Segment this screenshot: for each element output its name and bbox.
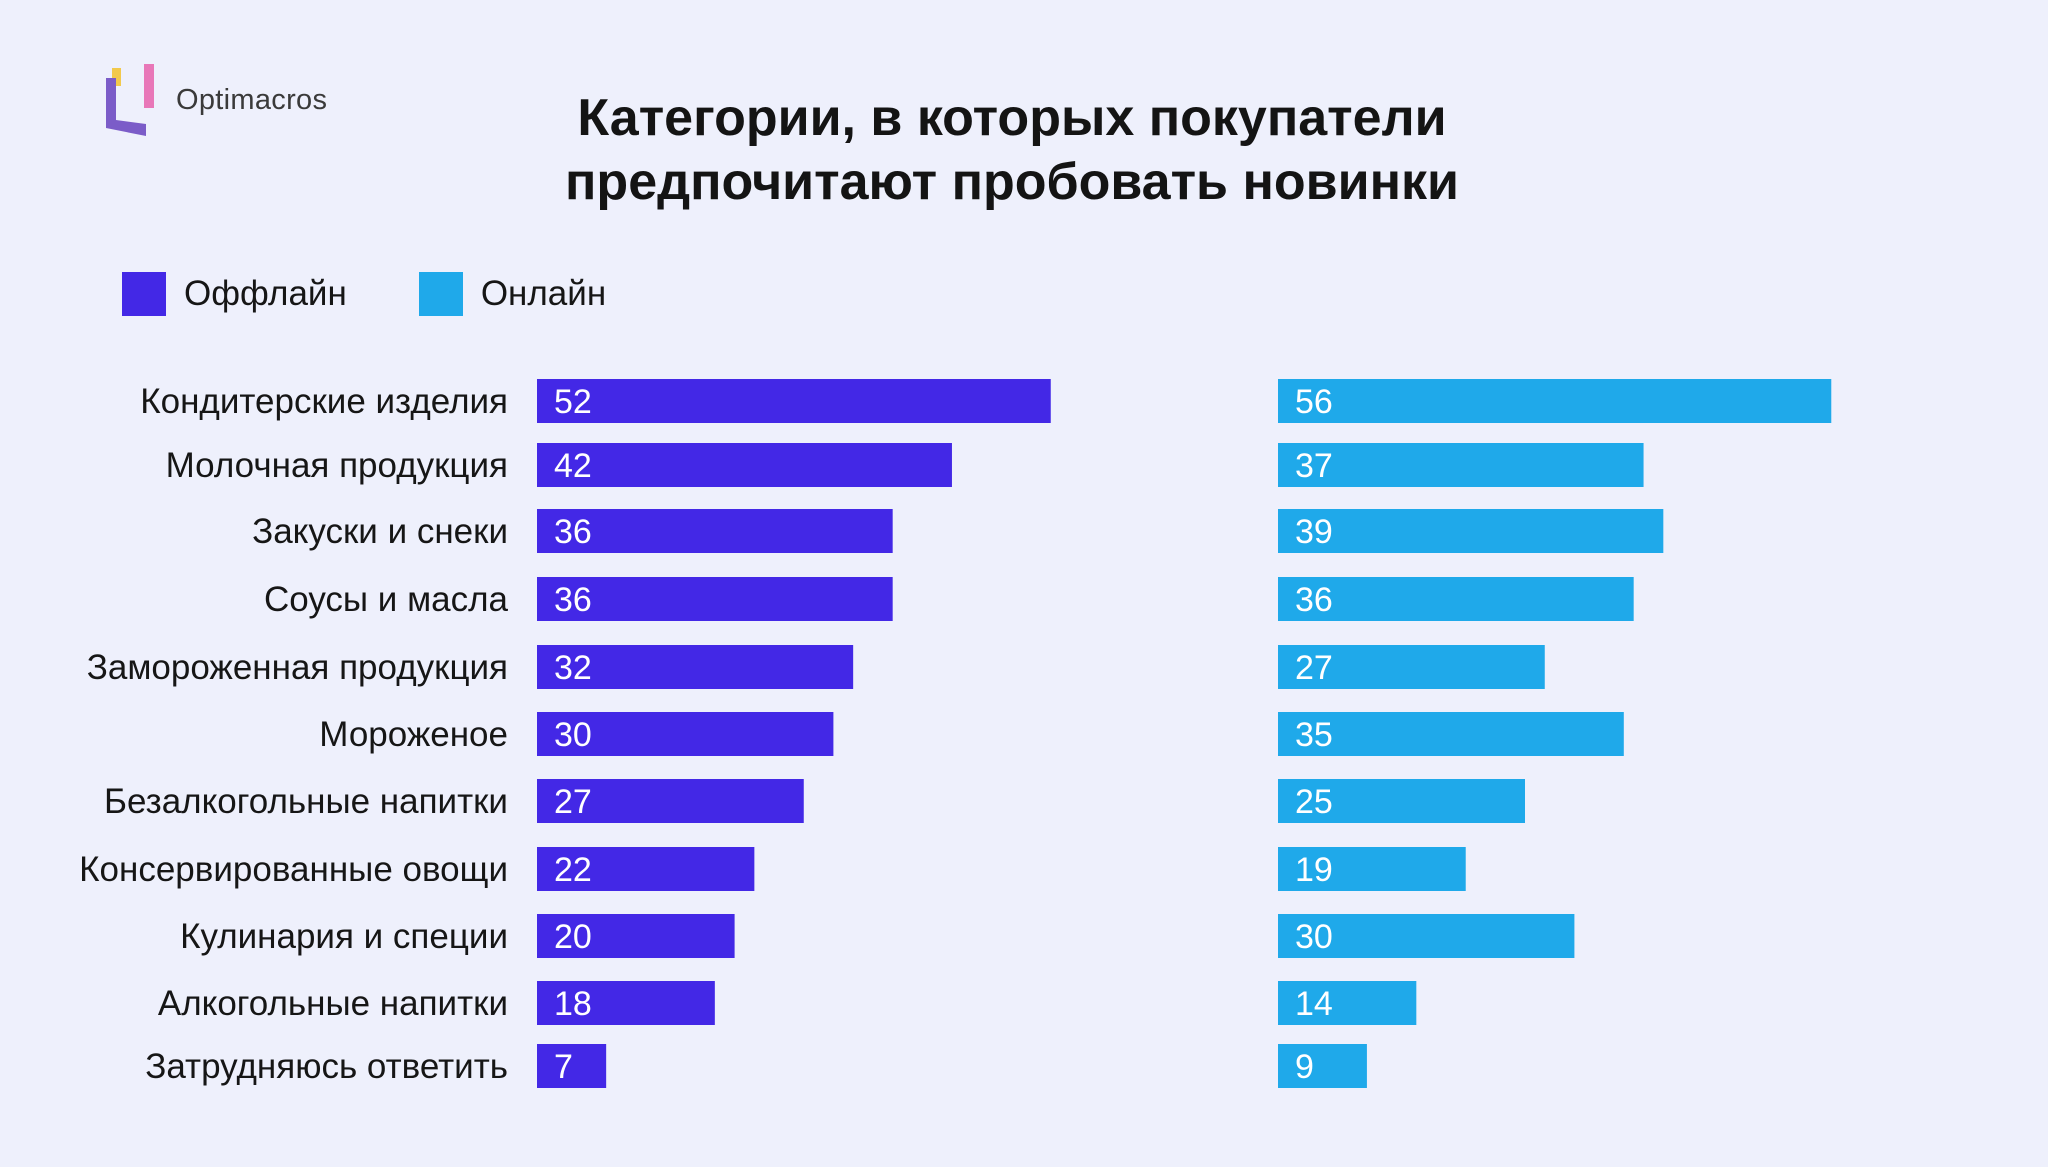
value-label-online: 39 (1295, 513, 1333, 551)
value-label-offline: 36 (554, 581, 592, 619)
bar-offline (537, 443, 952, 487)
category-label: Закуски и снеки (252, 512, 508, 551)
category-label: Соусы и масла (264, 580, 509, 619)
chart-title-line-1: Категории, в которых покупатели (577, 89, 1447, 147)
value-label-offline: 18 (554, 985, 592, 1023)
category-label: Консервированные овощи (79, 850, 508, 889)
legend-label-offline: Оффлайн (184, 274, 347, 313)
legend-label-online: Онлайн (480, 274, 607, 313)
value-label-offline: 32 (554, 649, 592, 687)
category-label: Безалкогольные напитки (104, 782, 508, 821)
value-label-online: 56 (1295, 383, 1333, 421)
value-label-online: 25 (1295, 783, 1333, 821)
value-label-online: 36 (1295, 581, 1333, 619)
bar-offline (537, 981, 715, 1025)
chart-title: Категории, в которых покупатели предпочи… (0, 86, 2024, 214)
category-label: Кондитерские изделия (140, 382, 508, 421)
value-label-offline: 27 (554, 783, 592, 821)
value-label-online: 27 (1295, 649, 1333, 687)
value-label-online: 30 (1295, 918, 1333, 956)
bar-online (1278, 981, 1417, 1025)
bar-online (1278, 914, 1575, 958)
bar-online (1278, 712, 1624, 756)
category-label: Мороженое (319, 715, 508, 754)
legend-swatch-online (418, 272, 463, 316)
value-label-online: 19 (1295, 851, 1333, 889)
legend: Оффлайн Онлайн (122, 272, 678, 316)
brand-name: Optimacros (176, 83, 328, 116)
optimacros-logo-icon (106, 64, 154, 136)
legend-item-online: Онлайн (418, 272, 607, 316)
category-label: Молочная продукция (166, 446, 508, 485)
bar-offline (537, 779, 804, 823)
bar-offline (537, 712, 834, 756)
legend-item-offline: Оффлайн (122, 272, 347, 316)
value-label-offline: 52 (554, 383, 592, 421)
bar-online (1278, 379, 1832, 423)
bar-offline (537, 509, 893, 553)
bar-offline (537, 379, 1051, 423)
bar-offline (537, 847, 755, 891)
category-label: Замороженная продукция (87, 648, 508, 687)
value-label-offline: 7 (554, 1048, 573, 1086)
value-label-offline: 22 (554, 851, 592, 889)
category-label: Кулинария и специи (180, 917, 508, 956)
bar-online (1278, 443, 1644, 487)
bar-online (1278, 847, 1466, 891)
category-label: Затрудняюсь ответить (145, 1047, 508, 1086)
value-label-offline: 30 (554, 716, 592, 754)
brand-logo: Optimacros (104, 64, 327, 136)
legend-swatch-offline (122, 272, 166, 316)
bar-offline (537, 1044, 607, 1088)
bar-offline (537, 645, 854, 689)
value-label-online: 9 (1295, 1048, 1314, 1086)
value-label-online: 35 (1295, 716, 1333, 754)
bar-online (1278, 577, 1634, 621)
value-label-offline: 20 (554, 918, 592, 956)
category-label: Алкогольные напитки (158, 984, 508, 1023)
value-label-offline: 36 (554, 513, 592, 551)
value-label-online: 14 (1295, 985, 1333, 1023)
bar-online (1278, 1044, 1367, 1088)
bar-online (1278, 645, 1545, 689)
value-label-offline: 42 (554, 447, 592, 485)
bar-online (1278, 779, 1525, 823)
bar-offline (537, 577, 893, 621)
bar-online (1278, 509, 1664, 553)
value-label-online: 37 (1295, 447, 1333, 485)
bar-offline (537, 914, 735, 958)
chart-title-line-2: предпочитают пробовать новинки (565, 153, 1459, 211)
